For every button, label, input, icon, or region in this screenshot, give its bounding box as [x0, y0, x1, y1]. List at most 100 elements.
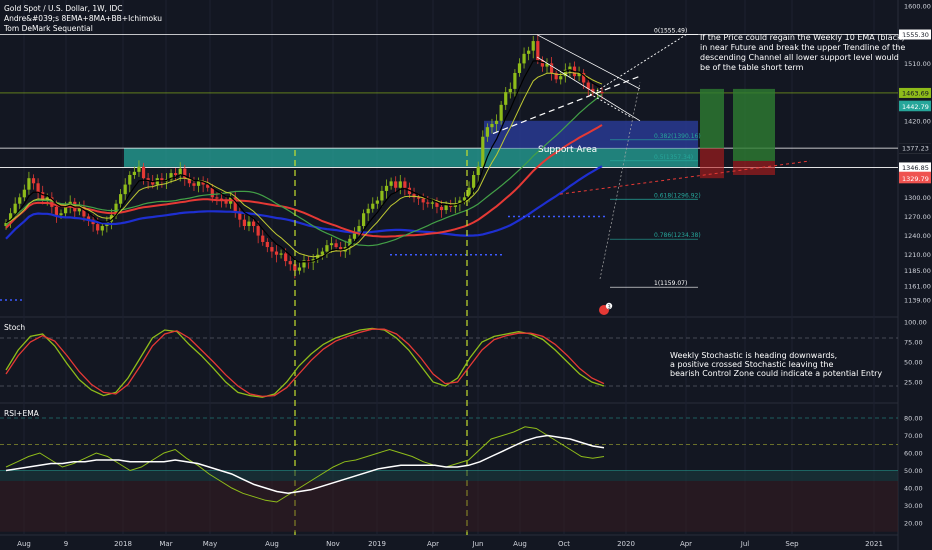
candle-body	[169, 173, 173, 180]
price-badge-label: 1463.69	[902, 89, 929, 97]
candle-body	[100, 226, 104, 231]
x-tick-label: May	[203, 540, 217, 548]
candle-body	[247, 221, 251, 227]
x-tick-label: Aug	[513, 540, 527, 548]
stoch-line-d	[5, 328, 605, 398]
projection-up-line	[589, 34, 687, 96]
candle-body	[192, 183, 196, 186]
price-badge-label: 1555.30	[902, 31, 929, 39]
candle-body	[426, 202, 430, 204]
candle-body	[31, 178, 36, 184]
candle-body	[279, 253, 283, 255]
x-tick-label: Sep	[785, 540, 799, 548]
ma-blue-line	[5, 165, 603, 240]
price-badge-label: 1329.79	[902, 175, 929, 183]
candle-body	[233, 197, 237, 212]
candle-body	[568, 66, 572, 70]
long-target-box-2	[733, 88, 775, 161]
candle-body	[366, 208, 370, 214]
candle-body	[499, 104, 503, 121]
price-badge	[899, 101, 931, 112]
rsi-line-ema	[5, 434, 605, 495]
candle-body	[462, 197, 467, 201]
candle-body	[41, 192, 45, 201]
candle-body	[187, 178, 191, 184]
x-tick-label: Apr	[680, 540, 692, 548]
long-stop-box-2	[733, 160, 775, 176]
candle-body	[284, 253, 288, 262]
candle-body	[155, 178, 159, 185]
candle-body	[417, 197, 421, 199]
fib-level-label: 0.618(1296.92)	[654, 192, 701, 199]
candle-body	[398, 181, 402, 188]
channel-upper-line	[536, 34, 641, 90]
candle-body	[224, 199, 228, 204]
candle-body	[362, 213, 366, 227]
event-marker-count: 3	[608, 305, 611, 311]
x-tick-label: Oct	[558, 540, 570, 548]
long-stop-box	[700, 148, 724, 179]
candle-body	[472, 175, 476, 188]
grid-layer	[0, 0, 899, 550]
candle-body	[50, 197, 54, 207]
ema-black-line	[5, 60, 603, 263]
oscillator-layer	[0, 327, 898, 532]
candle-body	[554, 72, 558, 80]
candle-body	[371, 203, 375, 209]
stoch-tick-label: 50.00	[904, 359, 923, 367]
candle-body	[449, 204, 453, 207]
fib-layer: 0(1555.49) 0.382(1390.16) 0.5(1357.34) 0.61…	[610, 27, 701, 288]
stoch-note-line-1: Weekly Stochastic is heading downwards,	[670, 351, 837, 360]
x-tick-label: Jul	[740, 540, 750, 548]
candle-body	[109, 215, 114, 222]
candle-body	[288, 261, 292, 265]
candle-body	[160, 178, 164, 182]
projection-down-line	[589, 93, 633, 118]
rsi-line-rsi	[5, 426, 605, 503]
fib-level-label: 0.382(1390.16)	[654, 133, 701, 140]
candle-body	[517, 63, 522, 73]
candle-body	[210, 187, 214, 198]
candle-body	[215, 197, 219, 199]
axis-layer: Aug 9 2018 Mar May Aug Nov 2019 Apr Jun Aug Oct 2020…	[17, 3, 931, 548]
stoch-pane-label: Stoch	[4, 323, 25, 332]
price-tick-label: 1185.00	[904, 267, 931, 275]
candle-body	[114, 203, 118, 216]
candle-body	[458, 200, 462, 204]
candle-body	[123, 184, 127, 195]
candle-body	[582, 72, 586, 83]
stoch-tick-label: 100.00	[904, 319, 927, 327]
note-line-2: in near Future and break the upper Trend…	[700, 43, 905, 52]
rsi-tick-label: 20.00	[904, 520, 923, 528]
candle-body	[545, 63, 549, 67]
price-tick-label: 1420.00	[904, 117, 931, 125]
candle-body	[196, 181, 201, 186]
candle-body	[591, 88, 595, 93]
support-area-label: Support Area	[538, 145, 597, 155]
candle-body	[128, 175, 132, 185]
candle-body	[586, 82, 590, 89]
candle-body	[600, 92, 604, 94]
candle-body	[141, 166, 146, 179]
stoch-line-k	[5, 327, 605, 398]
candle-body	[430, 202, 434, 204]
price-badge-label: 1346.85	[902, 164, 929, 172]
candle-body	[242, 219, 246, 227]
x-tick-label: 2021	[865, 540, 883, 548]
candle-body	[485, 127, 489, 137]
price-badge	[899, 29, 931, 40]
candle-body	[357, 226, 361, 233]
rsi-tick-label: 80.00	[904, 415, 923, 423]
candle-body	[549, 63, 554, 73]
rsi-tick-label: 60.00	[904, 450, 923, 458]
candle-body	[559, 76, 563, 80]
channel-lower-line	[536, 56, 641, 122]
x-tick-label: Aug	[17, 540, 31, 548]
candle-body	[481, 136, 485, 167]
price-badge-label: 1442.79	[902, 103, 929, 111]
rsi-tick-label: 50.00	[904, 467, 923, 475]
candle-body	[540, 60, 544, 67]
candle-body	[380, 190, 384, 201]
price-badge	[899, 162, 931, 173]
